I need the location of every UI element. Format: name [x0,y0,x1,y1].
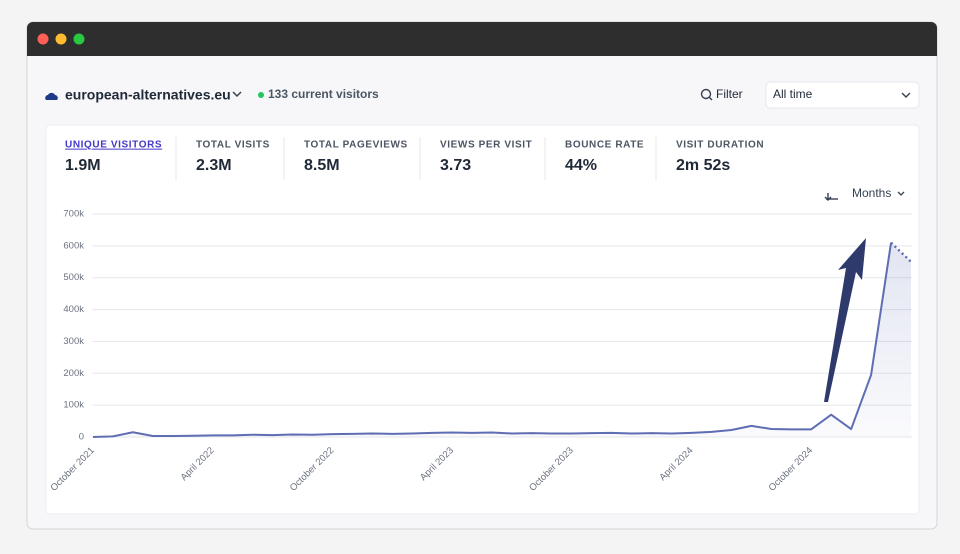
site-chevron[interactable] [232,91,242,98]
y-tick-label: 500k [63,272,84,283]
y-tick-label: 400k [63,304,84,315]
live-dot [258,92,264,98]
period-chevron [901,92,911,98]
current-visitors[interactable]: 133 current visitors [268,87,379,101]
title-bar [27,22,937,56]
stat-label[interactable]: VISIT DURATION [676,140,764,151]
stat-label[interactable]: BOUNCE RATE [565,140,644,151]
filter-button[interactable]: Filter [716,87,743,101]
annotation-arrow [824,238,866,402]
y-tick-label: 700k [63,209,84,220]
line-area [93,242,911,437]
data-line [92,242,893,438]
site-icon [45,92,58,100]
stat-label[interactable]: VIEWS PER VISIT [440,140,532,151]
stat-label[interactable]: TOTAL PAGEVIEWS [304,140,408,151]
y-tick-label: 300k [63,336,84,347]
stat-value: 1.9M [65,157,101,174]
stats-card [45,124,920,515]
stat-value: 2.3M [196,157,232,174]
period-select[interactable] [765,81,920,109]
zoom-button[interactable] [73,33,85,45]
close-button[interactable] [37,33,49,45]
stat-label[interactable]: UNIQUE VISITORS [65,140,162,151]
y-tick-label: 600k [63,240,84,251]
stat-value: 44% [565,157,597,174]
filter-icon-handle [708,96,713,101]
period-label: All time [773,87,813,101]
stat-value: 2m 52s [676,157,730,174]
download-icon[interactable] [824,193,832,201]
stat-label[interactable]: TOTAL VISITS [196,140,270,151]
interval-chevron [897,191,905,196]
stat-value: 8.5M [304,157,340,174]
filter-icon[interactable] [700,88,712,100]
interval-select[interactable]: Months [852,186,891,200]
stat-value: 3.73 [440,157,471,174]
site-name[interactable]: european-alternatives.eu [65,87,231,103]
y-tick-label: 100k [63,400,84,411]
y-tick-label: 0 [79,432,84,443]
minimize-button[interactable] [55,33,67,45]
y-tick-label: 200k [63,368,84,379]
